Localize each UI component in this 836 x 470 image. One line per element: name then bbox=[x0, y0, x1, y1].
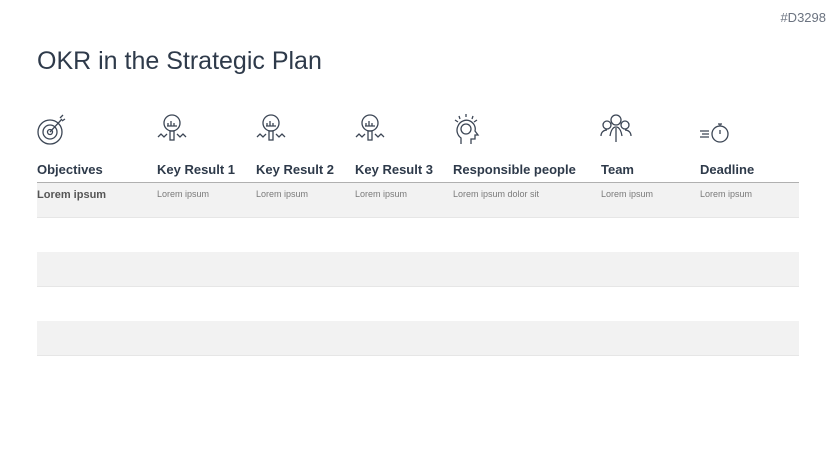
table-row: Lorem ipsum Lorem ipsum Lorem ipsum Lorem i… bbox=[37, 183, 799, 218]
table-row bbox=[37, 218, 799, 252]
column-header: Deadline bbox=[700, 162, 755, 177]
head-brain-icon bbox=[451, 110, 485, 150]
table-row bbox=[37, 287, 799, 321]
magnifier-chart-icon bbox=[155, 110, 189, 150]
table-cell: Lorem ipsum bbox=[355, 189, 408, 199]
table-cell: Lorem ipsum bbox=[700, 189, 753, 199]
table-cell: Lorem ipsum bbox=[256, 189, 309, 199]
header-divider bbox=[37, 182, 799, 183]
table-row bbox=[37, 252, 799, 287]
column-header: Objectives bbox=[37, 162, 103, 177]
column-header: Key Result 2 bbox=[256, 162, 335, 177]
slide-code: #D3298 bbox=[780, 10, 826, 25]
magnifier-chart-icon bbox=[353, 110, 387, 150]
column-header: Responsible people bbox=[453, 162, 576, 177]
table-cell: Lorem ipsum dolor sit bbox=[453, 189, 540, 199]
table-cell: Lorem ipsum bbox=[157, 189, 210, 199]
column-header: Key Result 3 bbox=[355, 162, 434, 177]
table-cell: Lorem ipsum bbox=[37, 189, 107, 201]
stopwatch-icon bbox=[698, 110, 732, 150]
table-cell: Lorem ipsum bbox=[601, 189, 654, 199]
column-header: Key Result 1 bbox=[157, 162, 236, 177]
magnifier-chart-icon bbox=[254, 110, 288, 150]
target-icon bbox=[35, 110, 69, 150]
table-row bbox=[37, 321, 799, 356]
page-title: OKR in the Strategic Plan bbox=[37, 46, 322, 75]
team-icon bbox=[599, 110, 633, 150]
column-header: Team bbox=[601, 162, 634, 177]
